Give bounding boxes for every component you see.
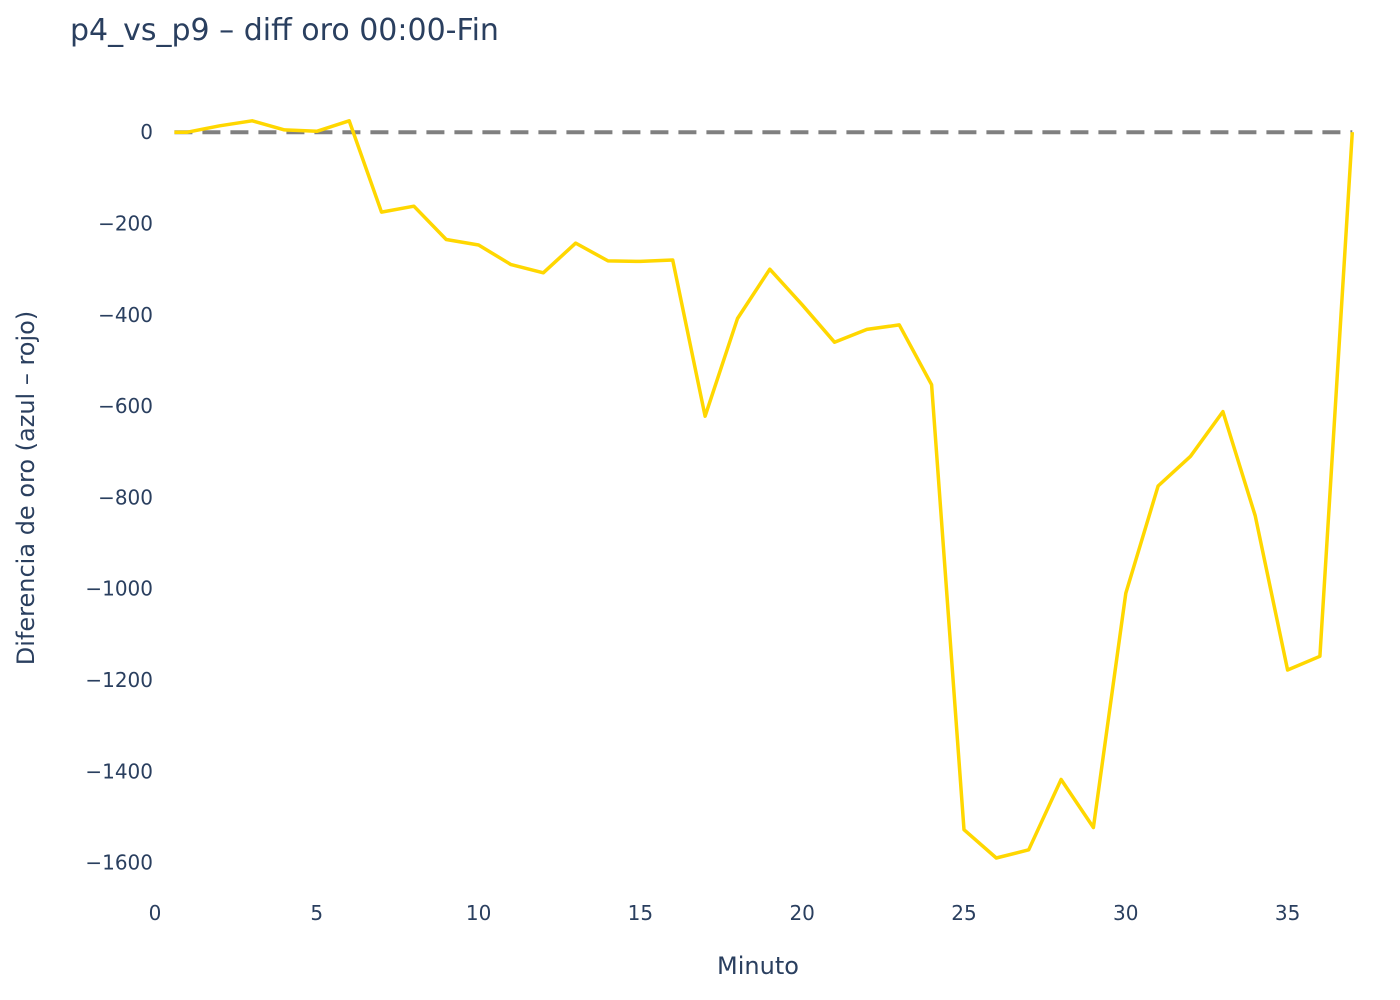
y-tick-label: 0: [140, 120, 153, 144]
x-tick-label: 0: [149, 901, 162, 925]
gold-difference-line: [174, 119, 1355, 860]
y-tick-label: −1000: [85, 577, 153, 601]
x-tick-label: 10: [466, 901, 491, 925]
x-axis-ticks: 0 5 10 15 20 25 30 35: [149, 901, 1301, 925]
y-tick-label: −200: [98, 212, 153, 236]
x-tick-label: 35: [1275, 901, 1300, 925]
y-tick-label: −1400: [85, 759, 153, 783]
x-axis-title: Minuto: [717, 952, 799, 980]
x-tick-label: 15: [628, 901, 653, 925]
x-tick-label: 20: [789, 901, 814, 925]
y-tick-label: −1200: [85, 668, 153, 692]
y-tick-label: −800: [98, 485, 153, 509]
y-tick-label: −400: [98, 303, 153, 327]
y-axis-title: Diferencia de oro (azul – rojo): [12, 311, 40, 665]
chart-title: p4_vs_p9 – diff oro 00:00-Fin: [70, 13, 499, 48]
y-axis-ticks: 0 −200 −400 −600 −800 −1000 −1200 −1400 −1600: [85, 120, 153, 874]
y-tick-label: −600: [98, 394, 153, 418]
x-tick-label: 5: [310, 901, 323, 925]
y-tick-label: −1600: [85, 851, 153, 875]
x-tick-label: 25: [951, 901, 976, 925]
x-tick-label: 30: [1113, 901, 1138, 925]
